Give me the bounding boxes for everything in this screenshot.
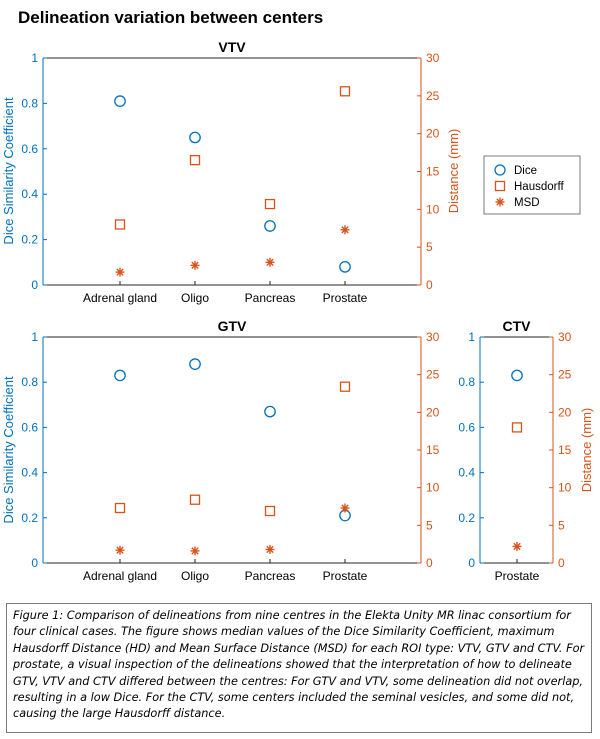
legend-msd-icon (496, 198, 505, 207)
legend-label: Hausdorff (514, 181, 564, 193)
left-tick-label: 1 (31, 330, 38, 344)
right-tick-label: 10 (426, 202, 440, 216)
right-tick-label: 25 (426, 89, 440, 103)
msd-point (341, 225, 350, 234)
msd-point (116, 268, 125, 277)
right-tick-label: 0 (558, 556, 565, 570)
dice-point (265, 221, 275, 231)
x-tick-label: Prostate (323, 291, 368, 305)
left-tick-label: 0 (468, 556, 475, 570)
right-tick-label: 30 (426, 51, 440, 65)
left-tick-label: 0 (31, 278, 38, 292)
hausdorff-point (341, 87, 350, 96)
msd-point (266, 545, 275, 554)
caption-text: Figure 1: Comparison of delineations fro… (13, 608, 585, 723)
right-tick-label: 20 (426, 405, 440, 419)
right-tick-label: 0 (426, 278, 433, 292)
right-tick-label: 15 (558, 443, 572, 457)
right-tick-label: 10 (426, 481, 440, 495)
right-tick-label: 30 (426, 330, 440, 344)
right-tick-label: 10 (558, 481, 572, 495)
right-tick-label: 20 (426, 127, 440, 141)
left-tick-label: 1 (468, 330, 475, 344)
right-tick-label: 15 (426, 165, 440, 179)
chart-title: GTV (218, 318, 247, 334)
msd-point (341, 504, 350, 513)
right-tick-label: 30 (558, 330, 572, 344)
chart-title: CTV (503, 318, 532, 334)
x-tick-label: Prostate (495, 569, 540, 583)
dice-point (115, 96, 125, 106)
right-tick-label: 0 (426, 556, 433, 570)
right-tick-label: 5 (426, 240, 433, 254)
figure-caption: Figure 1: Comparison of delineations fro… (6, 603, 592, 733)
x-tick-label: Adrenal gland (83, 569, 157, 583)
left-tick-label: 0.6 (21, 420, 38, 434)
left-tick-label: 0.8 (21, 375, 38, 389)
hausdorff-point (191, 495, 200, 504)
hausdorff-point (341, 382, 350, 391)
left-tick-label: 0.4 (21, 187, 38, 201)
right-tick-label: 25 (558, 368, 572, 382)
msd-point (513, 542, 522, 551)
y-axis-label: Dice Similarity Coefficient (1, 97, 16, 245)
dice-point (190, 132, 200, 142)
left-tick-label: 0.6 (21, 142, 38, 156)
right-tick-label: 5 (558, 518, 565, 532)
left-tick-label: 0.2 (21, 233, 38, 247)
right-tick-label: 20 (558, 405, 572, 419)
hausdorff-point (266, 507, 275, 516)
left-tick-label: 0 (31, 556, 38, 570)
x-tick-label: Adrenal gland (83, 291, 157, 305)
hausdorff-point (513, 423, 522, 432)
msd-point (116, 546, 125, 555)
legend-label: MSD (514, 197, 540, 209)
dice-point (340, 262, 350, 272)
dice-point (265, 406, 275, 416)
msd-point (191, 546, 200, 555)
dice-point (115, 370, 125, 380)
left-tick-label: 0.6 (458, 420, 475, 434)
hausdorff-point (266, 200, 275, 209)
dice-point (190, 359, 200, 369)
left-tick-label: 0.8 (458, 375, 475, 389)
x-tick-label: Oligo (181, 291, 209, 305)
x-tick-label: Prostate (323, 569, 368, 583)
x-tick-label: Pancreas (245, 569, 296, 583)
right-tick-label: 5 (426, 518, 433, 532)
hausdorff-point (116, 504, 125, 513)
y2-axis-label: Distance (mm) (446, 129, 461, 214)
left-tick-label: 0.2 (458, 511, 475, 525)
legend: Dice Hausdorff MSD (484, 156, 580, 214)
msd-point (191, 261, 200, 270)
left-tick-label: 0.8 (21, 96, 38, 110)
hausdorff-point (116, 220, 125, 229)
x-tick-label: Pancreas (245, 291, 296, 305)
left-tick-label: 0.4 (21, 466, 38, 480)
msd-point (266, 258, 275, 267)
hausdorff-point (191, 156, 200, 165)
legend-label: Dice (514, 165, 537, 177)
x-tick-label: Oligo (181, 569, 209, 583)
left-tick-label: 0.4 (458, 466, 475, 480)
y-axis-label: Dice Similarity Coefficient (1, 376, 16, 524)
left-tick-label: 1 (31, 51, 38, 65)
right-tick-label: 15 (426, 443, 440, 457)
chart-ctv: CTV00.20.40.60.81051015202530ProstateDis… (458, 318, 594, 583)
right-tick-label: 25 (426, 368, 440, 382)
y2-axis-label: Distance (mm) (579, 408, 594, 493)
chart-title: VTV (218, 39, 246, 55)
left-tick-label: 0.2 (21, 511, 38, 525)
dice-point (512, 370, 522, 380)
